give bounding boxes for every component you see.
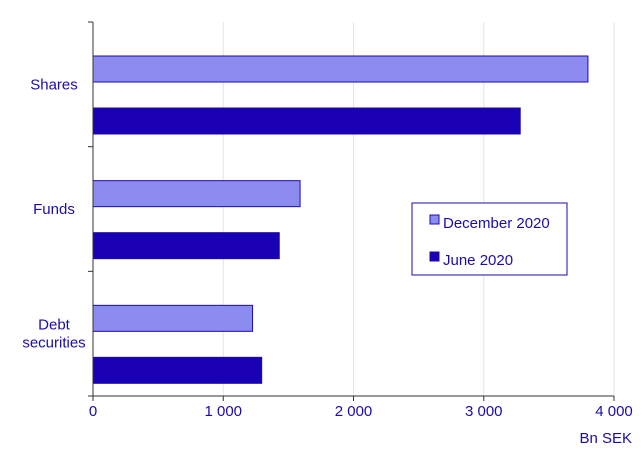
legend-label-0: December 2020 xyxy=(443,215,550,232)
x-tick-label-1: 1 000 xyxy=(204,403,242,420)
bar-2-series-0 xyxy=(92,304,254,332)
bar-0-series-0 xyxy=(92,55,589,83)
category-label-2: Debt securities xyxy=(22,317,85,352)
x-tick-label-3: 3 000 xyxy=(465,403,503,420)
legend-swatch-1 xyxy=(429,251,440,262)
legend-label-1: June 2020 xyxy=(443,252,513,269)
bar-1-series-1 xyxy=(92,232,280,260)
category-labels: Shares Funds Debt securities xyxy=(22,76,85,351)
legend-swatch-0 xyxy=(429,214,440,225)
bar-1-series-0 xyxy=(92,180,301,208)
bar-0-series-1 xyxy=(92,107,521,135)
x-tick-label-2: 2 000 xyxy=(335,403,373,420)
category-label-0: Shares xyxy=(30,76,78,93)
legend: December 2020 June 2020 xyxy=(411,202,568,276)
x-axis-label: Bn SEK xyxy=(579,430,632,447)
category-label-1: Funds xyxy=(33,201,75,218)
bar-2-series-1 xyxy=(92,356,263,384)
bars xyxy=(92,55,589,384)
x-tick-labels: 0 1 000 2 000 3 000 4 000 xyxy=(89,403,633,420)
axes xyxy=(88,21,615,401)
x-tick-label-0: 0 xyxy=(89,403,97,420)
x-tick-label-4: 4 000 xyxy=(595,403,633,420)
